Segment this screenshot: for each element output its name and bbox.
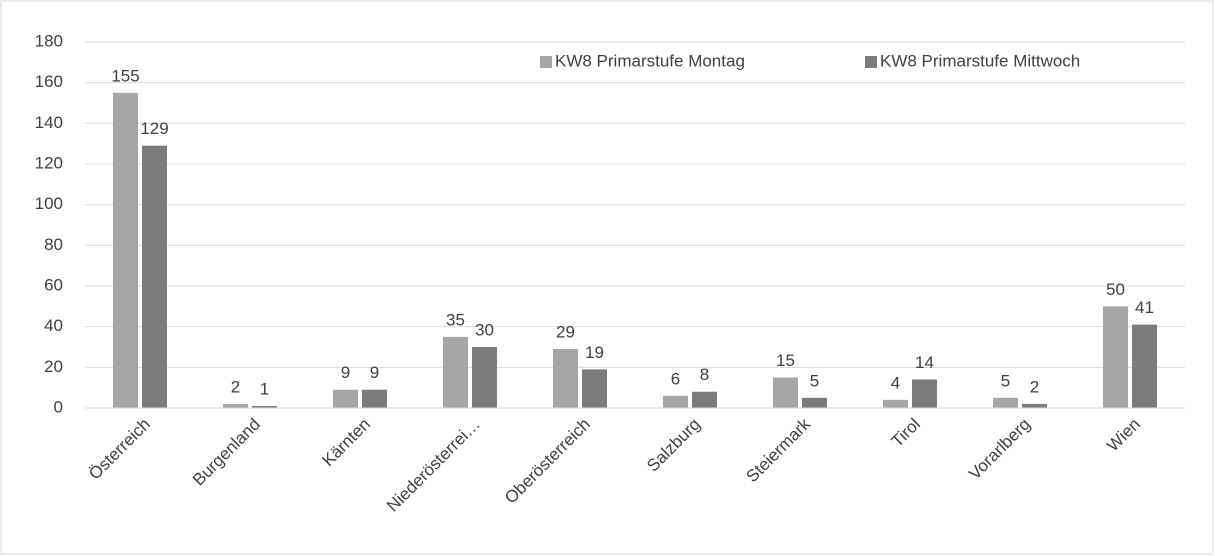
data-label: 50 xyxy=(1106,280,1125,299)
data-label: 9 xyxy=(341,363,350,382)
bar xyxy=(443,336,468,408)
bar xyxy=(113,92,138,408)
legend-swatch xyxy=(865,56,877,68)
bar xyxy=(553,349,578,408)
data-label: 4 xyxy=(891,373,900,392)
data-label: 30 xyxy=(475,320,494,339)
bar xyxy=(1022,403,1047,408)
bar xyxy=(333,389,358,408)
y-tick-label: 100 xyxy=(35,194,63,213)
y-tick-label: 180 xyxy=(35,31,63,50)
legend-swatch xyxy=(540,56,552,68)
data-label: 41 xyxy=(1135,298,1154,317)
bar xyxy=(802,397,827,408)
bar xyxy=(472,347,497,408)
data-label: 5 xyxy=(1001,371,1010,390)
data-label: 19 xyxy=(585,343,604,362)
y-tick-label: 120 xyxy=(35,153,63,172)
data-label: 5 xyxy=(810,371,819,390)
y-tick-label: 60 xyxy=(44,275,63,294)
y-tick-label: 160 xyxy=(35,72,63,91)
data-label: 29 xyxy=(556,323,575,342)
bar xyxy=(773,377,798,408)
legend-label: KW8 Primarstufe Mittwoch xyxy=(880,51,1080,70)
legend-label: KW8 Primarstufe Montag xyxy=(555,51,745,70)
y-tick-label: 140 xyxy=(35,113,63,132)
bar xyxy=(362,389,387,408)
bar xyxy=(1132,324,1157,408)
data-label: 35 xyxy=(446,310,465,329)
bar xyxy=(912,379,937,408)
data-label: 2 xyxy=(231,377,240,396)
bar xyxy=(663,395,688,408)
data-label: 8 xyxy=(700,365,709,384)
bar xyxy=(883,399,908,408)
data-label: 14 xyxy=(915,353,934,372)
data-label: 15 xyxy=(776,351,795,370)
data-label: 2 xyxy=(1030,377,1039,396)
data-label: 1 xyxy=(260,379,269,398)
bar xyxy=(223,403,248,408)
y-tick-label: 20 xyxy=(44,357,63,376)
bar xyxy=(1103,306,1128,408)
bar xyxy=(692,391,717,408)
data-label: 6 xyxy=(671,369,680,388)
data-label: 9 xyxy=(370,363,379,382)
y-tick-label: 0 xyxy=(54,397,63,416)
bar xyxy=(142,145,167,408)
data-label: 155 xyxy=(111,66,139,85)
y-tick-label: 40 xyxy=(44,316,63,335)
bar xyxy=(993,397,1018,408)
bar xyxy=(252,405,277,408)
y-tick-label: 80 xyxy=(44,235,63,254)
data-label: 129 xyxy=(140,119,168,138)
bar xyxy=(582,369,607,408)
